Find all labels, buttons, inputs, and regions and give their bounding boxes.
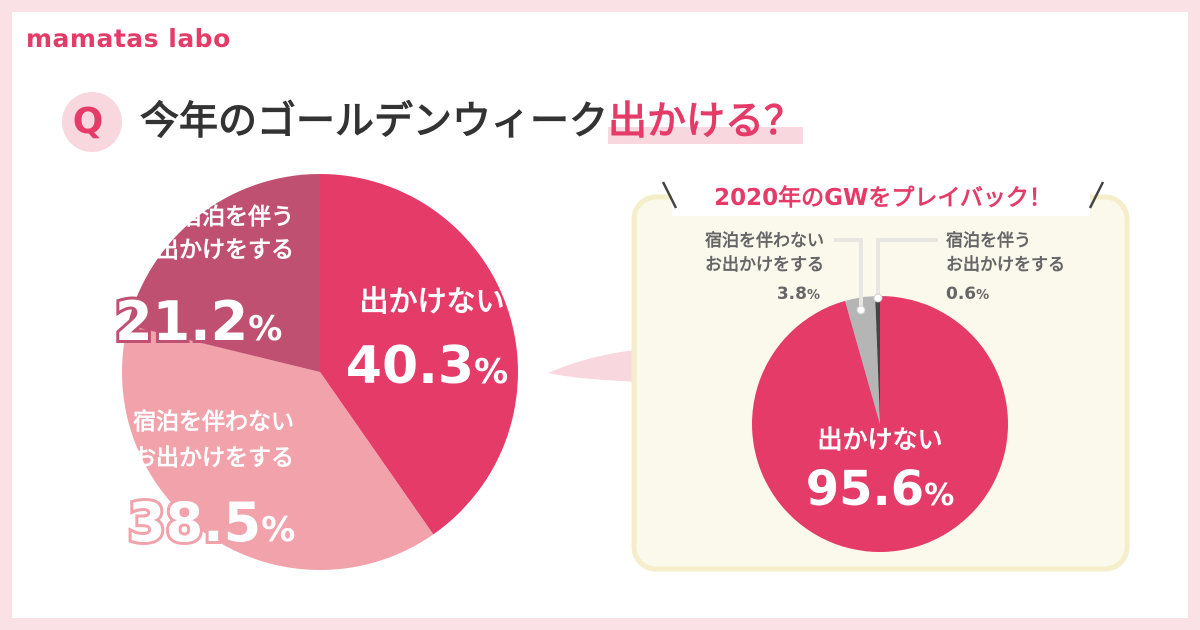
pie2-label-no-outing: 出かけない xyxy=(817,425,942,454)
question-title-main: 今年のゴールデンウィーク xyxy=(140,99,609,144)
pie1-slice-2 xyxy=(127,174,321,372)
question-title: 今年のゴールデンウィーク出かける？ xyxy=(140,90,804,146)
question-badge-letter: Q xyxy=(72,101,104,142)
pie2-label-dayout-line1: 宿泊を伴わない xyxy=(705,230,824,251)
pie2-label-overnight-line1: 宿泊を伴う xyxy=(946,230,1031,251)
pie1-slice-0 xyxy=(320,174,518,535)
pie1-value-overnight: 21.2% xyxy=(115,290,282,353)
playback-title-backdrop xyxy=(672,172,1090,216)
pie2-leader-overnight xyxy=(876,238,938,299)
question-badge: Q xyxy=(52,92,126,156)
pie1-label-dayout-line1: 宿泊を伴わない xyxy=(133,408,294,435)
pie2-leader-dot-overnight xyxy=(873,293,883,303)
pie1-value-no-outing: 40.3% xyxy=(346,336,508,396)
pie2-slice-2 xyxy=(875,296,880,424)
pie2-value-overnight: 0.6% xyxy=(946,284,989,304)
pie2-slice-1 xyxy=(845,296,880,424)
playback-title-slash-right xyxy=(1088,181,1105,209)
pie2-value-no-outing: 95.6% xyxy=(806,461,955,517)
pie2-leader-dot-dayout xyxy=(856,305,866,315)
pie2-label-dayout-line2: お出かけをする xyxy=(705,254,824,275)
playback-title: 2020年のGWをプレイバック！ xyxy=(714,184,1052,211)
question-title-highlight: 出かける？ xyxy=(608,99,804,144)
pie1-label-no-outing: 出かけない xyxy=(359,284,504,318)
pie2-leader-dayout xyxy=(834,238,863,306)
playback-title-slash-left xyxy=(661,181,678,209)
pie1-value-dayout: 38.5% xyxy=(128,491,295,554)
pie-chart-2020 xyxy=(751,296,1008,552)
pie2-value-dayout: 3.8% xyxy=(777,284,820,304)
pie2-label-overnight-line2: お出かけをする xyxy=(946,254,1065,275)
question-badge-circle xyxy=(62,92,122,152)
pie1-label-overnight-line2: お出かけをする xyxy=(133,237,294,263)
brand-logo: mamatas labo xyxy=(26,24,231,53)
pie2-slice-0 xyxy=(751,296,1008,552)
pie-chart-2021 xyxy=(121,174,518,570)
pie1-label-dayout-line2: お出かけをする xyxy=(133,445,294,471)
pie1-slice-1 xyxy=(121,325,434,570)
pie1-label-overnight-line1: 宿泊を伴う xyxy=(179,203,294,230)
